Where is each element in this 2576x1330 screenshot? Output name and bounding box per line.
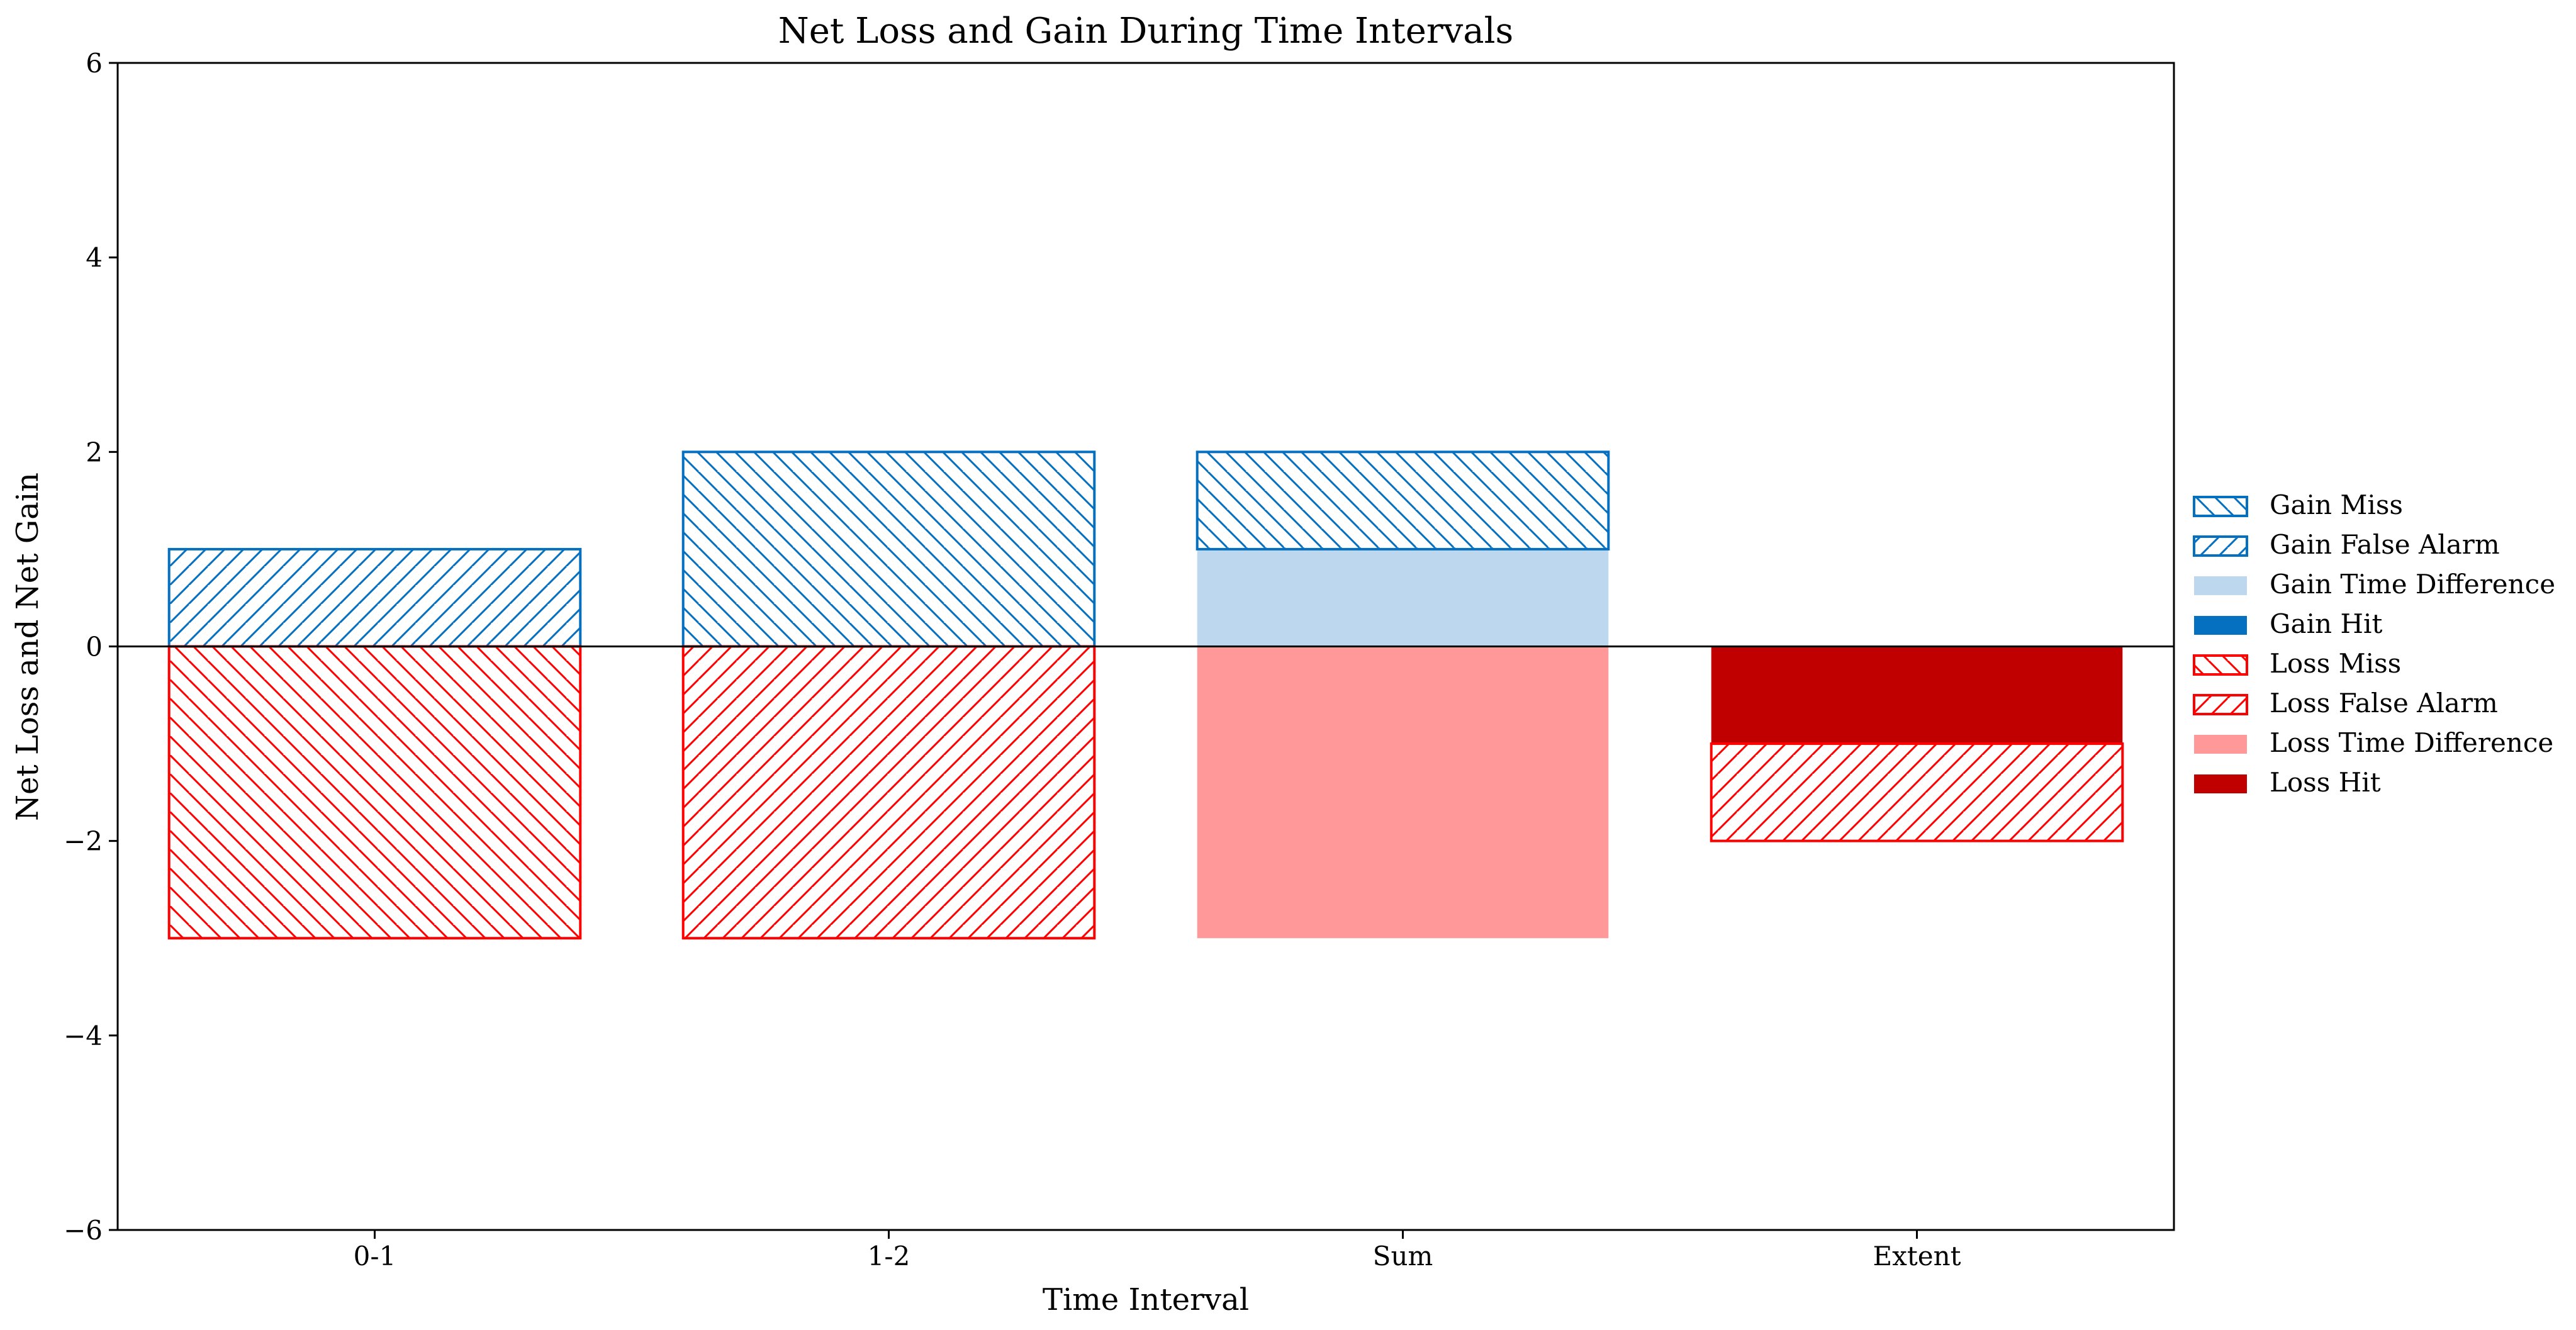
legend-item-gain-false-alarm: Gain False Alarm [2193,529,2500,560]
legend-label: Loss False Alarm [2270,688,2498,718]
bar-1-2-loss-false-alarm [681,645,1096,940]
legend-swatch [2193,496,2248,517]
legend-item-loss-hit: Loss Hit [2194,767,2381,798]
x-tick-label: 0-1 [354,1241,396,1271]
legend-label: Gain Miss [2270,489,2403,520]
y-tick-label: 6 [86,48,103,79]
legend-item-gain-time-difference: Gain Time Difference [2194,569,2555,600]
x-tick-label: Sum [1373,1241,1433,1271]
legend-label: Gain Hit [2270,608,2382,639]
bar-0-1-loss-miss [167,645,582,940]
chart-title: Net Loss and Gain During Time Intervals [778,11,1514,52]
x-tick-label: Extent [1873,1241,1961,1271]
legend-swatch [2193,654,2248,676]
legend-swatch [2194,774,2247,793]
legend-label: Loss Hit [2270,767,2381,798]
legend-item-loss-false-alarm: Loss False Alarm [2193,688,2498,718]
bar-1-2-gain-miss [681,450,1096,648]
bar-sum-loss-time-difference [1197,646,1609,939]
x-axis-label: Time Interval [1043,1282,1249,1317]
legend-label: Gain False Alarm [2270,529,2500,560]
legend: Gain Miss Gain False Alarm Gain Time Diffe… [2193,489,2555,798]
legend-swatch [2194,616,2247,635]
bar-extent-loss-false-alarm [1710,742,2124,842]
y-tick-label: −4 [64,1020,103,1051]
x-axis: 0-1 1-2 Sum Extent [354,1230,1961,1271]
y-tick-label: 2 [86,437,103,467]
legend-swatch [2194,576,2247,595]
bar-0-1-gain-false-alarm [167,547,582,648]
legend-item-gain-miss: Gain Miss [2193,489,2403,520]
legend-item-gain-hit: Gain Hit [2194,608,2382,639]
plot-area [118,450,2174,940]
y-axis: −6 −4 −2 0 2 4 6 [64,48,118,1246]
bar-sum-gain-time-difference [1197,549,1609,647]
bar-extent-loss-hit [1711,646,2123,744]
y-tick-label: 4 [86,242,103,273]
legend-swatch [2193,535,2248,557]
legend-label: Loss Time Difference [2270,727,2553,758]
legend-swatch [2194,735,2247,754]
y-axis-label: Net Loss and Net Gain [10,472,45,821]
legend-swatch [2193,694,2248,715]
y-tick-label: 0 [86,632,103,662]
x-tick-label: 1-2 [868,1241,910,1271]
y-tick-label: −6 [64,1215,103,1246]
legend-item-loss-miss: Loss Miss [2193,648,2401,679]
legend-label: Gain Time Difference [2270,569,2555,600]
bar-sum-gain-miss [1196,450,1610,550]
legend-item-loss-time-difference: Loss Time Difference [2194,727,2553,758]
legend-label: Loss Miss [2270,648,2401,679]
y-tick-label: −2 [64,826,103,857]
